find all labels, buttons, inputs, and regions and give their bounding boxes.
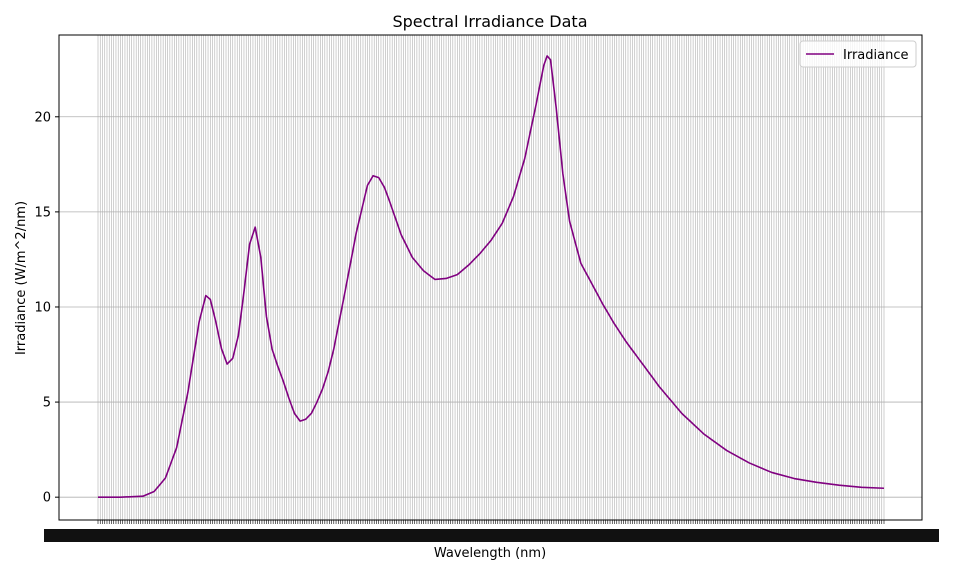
plot-area-frame — [58, 34, 923, 521]
x-axis-label: Wavelength (nm) — [434, 546, 546, 561]
y-tick-label: 0 — [43, 491, 51, 506]
legend-label-irradiance: Irradiance — [843, 48, 908, 63]
irradiance-line — [98, 55, 885, 498]
y-tick-label: 5 — [43, 396, 51, 411]
y-axis-label: Irradiance (W/m^2/nm) — [14, 201, 29, 355]
x-axis-ticks — [44, 520, 939, 542]
y-tick-label: 10 — [34, 300, 51, 315]
x-tick-labels-overlapping — [44, 529, 939, 542]
y-axis-ticks: 0 5 10 15 20 — [34, 110, 59, 506]
legend-box — [799, 40, 917, 68]
y-tick-label: 20 — [34, 110, 51, 125]
y-tick-label: 15 — [34, 205, 51, 220]
chart-title: Spectral Irradiance Data — [392, 12, 587, 31]
legend: Irradiance — [799, 40, 917, 68]
x-tick-marks — [97, 520, 885, 524]
